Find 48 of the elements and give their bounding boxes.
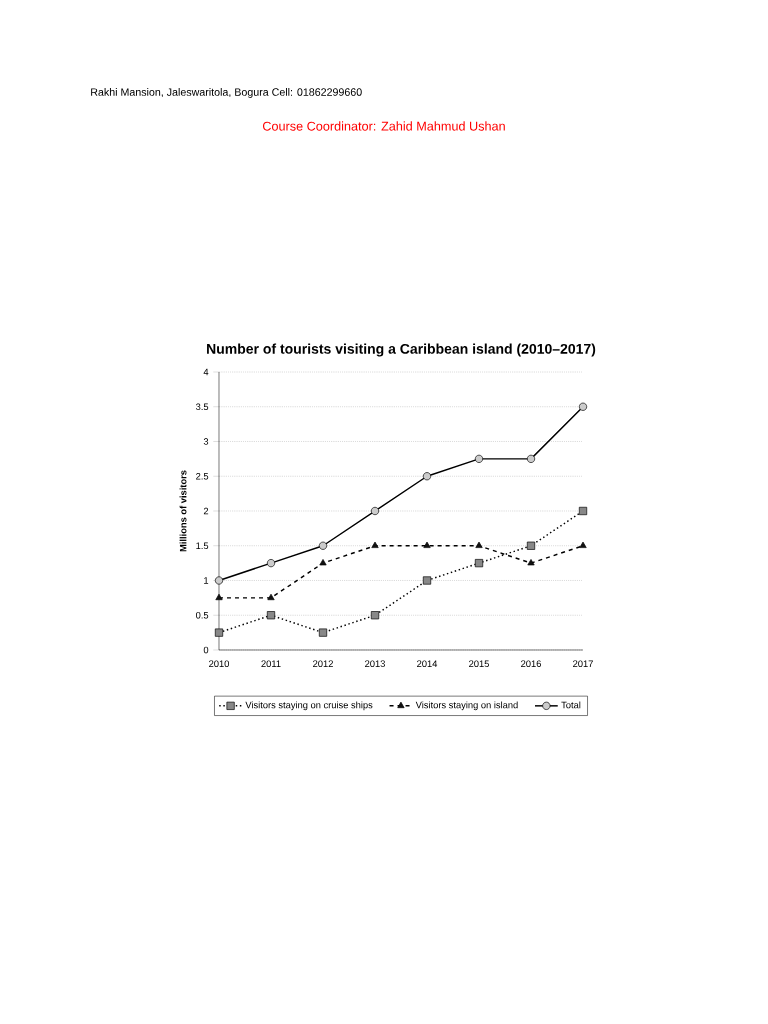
x-tick-label: 2013 — [365, 660, 385, 667]
point — [266, 611, 276, 620]
point — [474, 454, 484, 463]
x-tick-label: 2017 — [573, 660, 593, 667]
point — [475, 541, 483, 548]
point — [422, 576, 432, 585]
point — [370, 611, 380, 620]
point — [267, 593, 275, 601]
x-tick-label: 2016 — [521, 660, 541, 667]
point — [214, 628, 224, 637]
point — [214, 576, 224, 585]
chart-title: Number of tourists visiting a Caribbean island (2010–2017) — [207, 343, 596, 357]
point — [423, 541, 431, 548]
x-tick-label: 2015 — [469, 660, 489, 667]
point — [526, 454, 536, 463]
text: Rakhi Mansion, Jaleswaritola, Bogura Cell: 01862299660 — [91, 88, 362, 98]
x-tick-label: 2010 — [209, 660, 230, 667]
y-tick-label: 1 — [204, 577, 209, 584]
y-axis-title: Millions of visitors — [179, 470, 187, 552]
text: Course Coordinator: Zahid Mahmud Ushan — [262, 121, 505, 131]
legend-label: Total — [561, 701, 581, 709]
y-tick-label: 1.5 — [196, 542, 209, 549]
x-tick-label: 2012 — [313, 660, 333, 667]
legend-label: Visitors staying on island — [415, 701, 518, 711]
point — [578, 506, 588, 516]
y-tick-label: 3 — [203, 438, 209, 445]
x-tick-label: 2014 — [417, 660, 438, 667]
y-tick-label: 0.5 — [195, 611, 209, 619]
point — [527, 559, 535, 566]
y-tick-label: 0 — [203, 646, 209, 654]
y-tick-label: 2.5 — [196, 472, 209, 480]
point — [578, 402, 588, 411]
point — [319, 559, 327, 566]
y-tick-label: 3.5 — [195, 403, 209, 411]
point — [579, 541, 587, 548]
y-tick-label: 4 — [203, 368, 209, 376]
point — [422, 472, 432, 481]
legend-label: Visitors staying on cruise ships — [245, 701, 373, 711]
point — [215, 593, 223, 601]
point — [371, 541, 379, 548]
x-tick-label: 2011 — [261, 660, 281, 667]
point — [474, 559, 484, 568]
point — [266, 559, 276, 568]
y-tick-label: 2 — [203, 507, 209, 515]
point — [370, 506, 380, 516]
point — [318, 541, 328, 550]
point — [318, 628, 328, 637]
point — [526, 541, 536, 550]
